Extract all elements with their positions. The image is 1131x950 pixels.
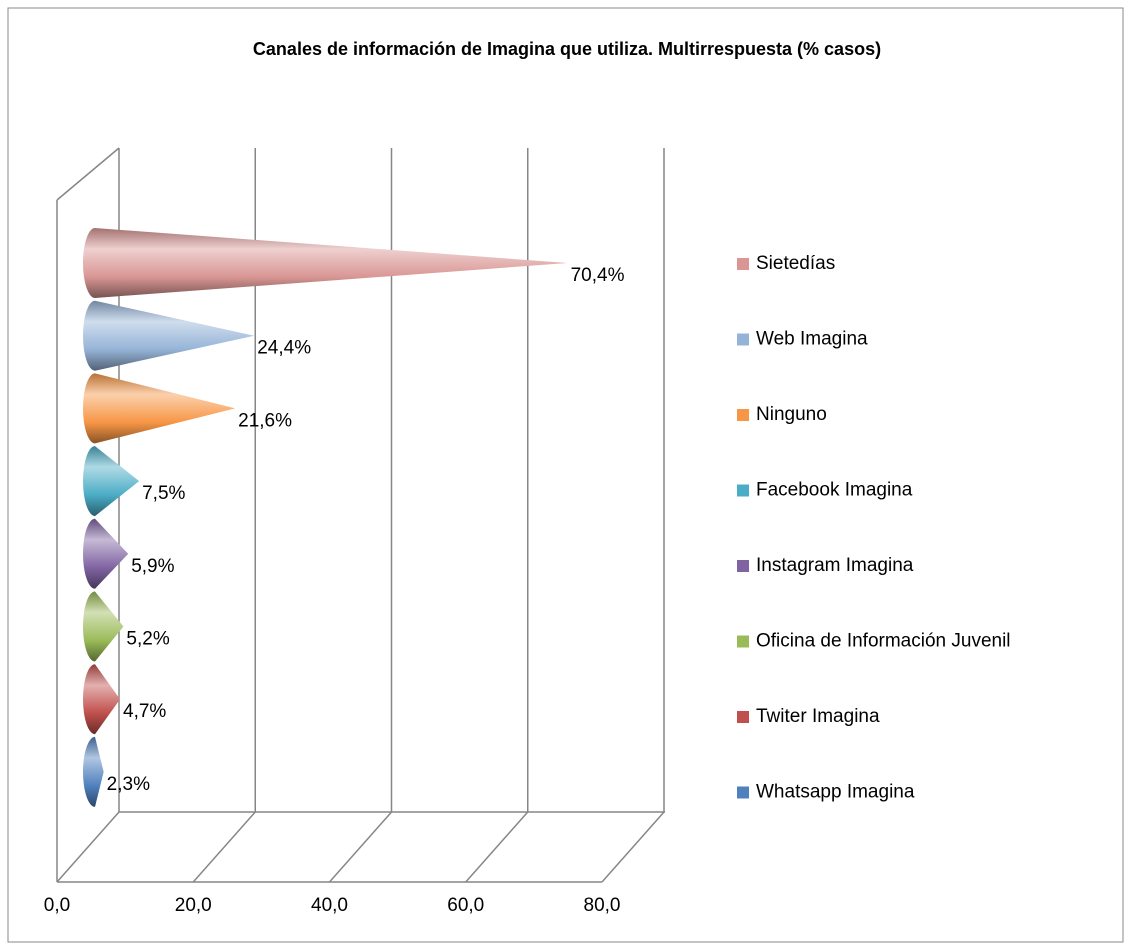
legend-label: Web Imagina [756, 329, 868, 350]
data-label: 4,7% [123, 701, 166, 722]
x-tick-label: 80,0 [584, 895, 621, 916]
x-tick-label: 60,0 [447, 895, 484, 916]
legend-swatch [737, 711, 749, 723]
legend-label: Ninguno [756, 404, 827, 425]
legend-label: Twiter Imagina [756, 706, 880, 727]
legend-label: Oficina de Información Juvenil [756, 631, 1011, 652]
x-tick-label: 40,0 [311, 895, 348, 916]
legend-label: Facebook Imagina [756, 480, 913, 501]
cone-bar [83, 736, 104, 807]
legend-swatch [737, 333, 749, 346]
legend-swatch [737, 560, 749, 572]
data-label: 5,9% [131, 556, 174, 577]
legend-label: Whatsapp Imagina [756, 782, 915, 803]
chart-title: Canales de información de Imagina que ut… [253, 39, 881, 59]
cone-bar [83, 591, 124, 662]
x-tick-label: 0,0 [44, 895, 70, 916]
legend-swatch [737, 258, 749, 270]
legend-swatch [737, 786, 749, 799]
legend-swatch [737, 409, 749, 421]
data-label: 5,2% [126, 629, 169, 650]
floor-grid-line [465, 811, 529, 883]
x-tick-label: 20,0 [175, 895, 212, 916]
floor-grid-line [601, 811, 665, 883]
legend-swatch [737, 635, 749, 648]
cone-bar [83, 664, 121, 735]
legend-label: Instagram Imagina [756, 555, 914, 576]
data-label: 70,4% [571, 265, 625, 286]
floor-grid-line [328, 811, 393, 883]
legend-swatch [737, 484, 749, 497]
cone-bar [83, 446, 140, 517]
data-label: 24,4% [257, 338, 311, 359]
legend-label: Sietedías [756, 253, 835, 274]
cone-bar [83, 300, 255, 371]
wall-top-edge [56, 147, 120, 201]
data-label: 2,3% [107, 774, 150, 795]
floor-grid-line [56, 811, 120, 883]
data-label: 7,5% [142, 483, 185, 504]
cone-bar [83, 373, 236, 444]
cone-bar [83, 228, 568, 298]
chart-border [7, 7, 1124, 943]
floor-grid-line [192, 811, 256, 883]
cone-bar [83, 518, 129, 589]
data-label: 21,6% [238, 410, 292, 431]
